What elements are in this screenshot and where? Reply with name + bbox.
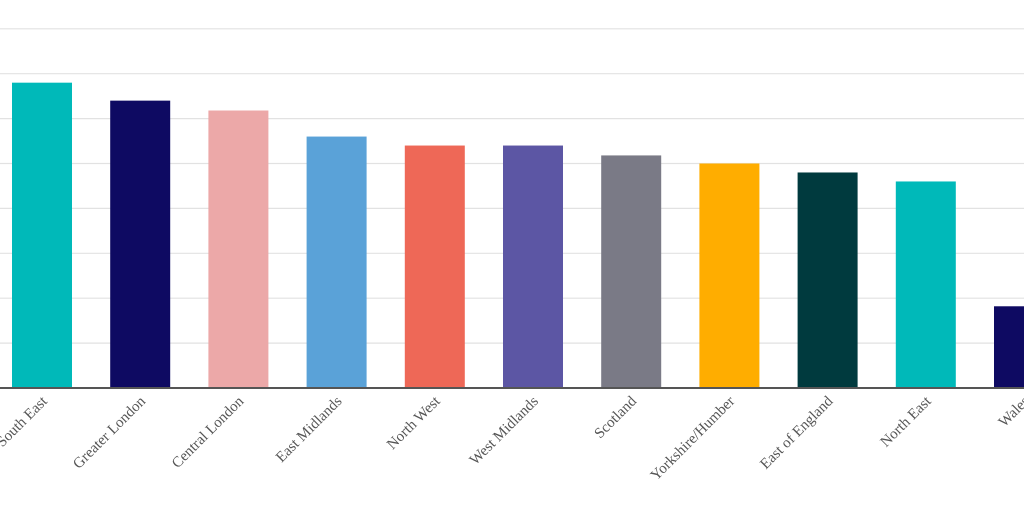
x-tick-label: Greater London bbox=[70, 393, 149, 472]
x-tick-label: North West bbox=[384, 393, 444, 453]
x-tick-label: South East bbox=[0, 393, 51, 451]
bar-north-east bbox=[895, 181, 956, 388]
bar-south-east bbox=[12, 82, 72, 389]
x-tick-labels: South East Greater London Central London Ea… bbox=[0, 393, 1024, 484]
x-tick-label: North East bbox=[878, 393, 936, 451]
bar-west-midlands bbox=[503, 145, 563, 388]
x-tick-label: Scotland bbox=[592, 393, 641, 442]
bar-greater-london bbox=[110, 100, 171, 388]
bars bbox=[12, 82, 1024, 389]
x-tick-label: Yorkshire/Humber bbox=[648, 394, 738, 484]
bar-east-of-england bbox=[797, 172, 858, 388]
bar-east-midlands bbox=[306, 136, 367, 388]
bar-central-london bbox=[208, 110, 269, 388]
x-tick-label: East Midlands bbox=[273, 393, 345, 465]
bar-yorkshire-humber bbox=[699, 163, 760, 388]
bar-scotland bbox=[601, 155, 662, 388]
x-tick-label: Central London bbox=[169, 393, 248, 472]
bar-wales bbox=[994, 306, 1024, 388]
x-tick-label: East of England bbox=[757, 393, 836, 472]
bar-north-west bbox=[404, 145, 465, 388]
x-tick-label: Wales bbox=[996, 393, 1024, 430]
x-tick-label: West Midlands bbox=[467, 393, 542, 468]
